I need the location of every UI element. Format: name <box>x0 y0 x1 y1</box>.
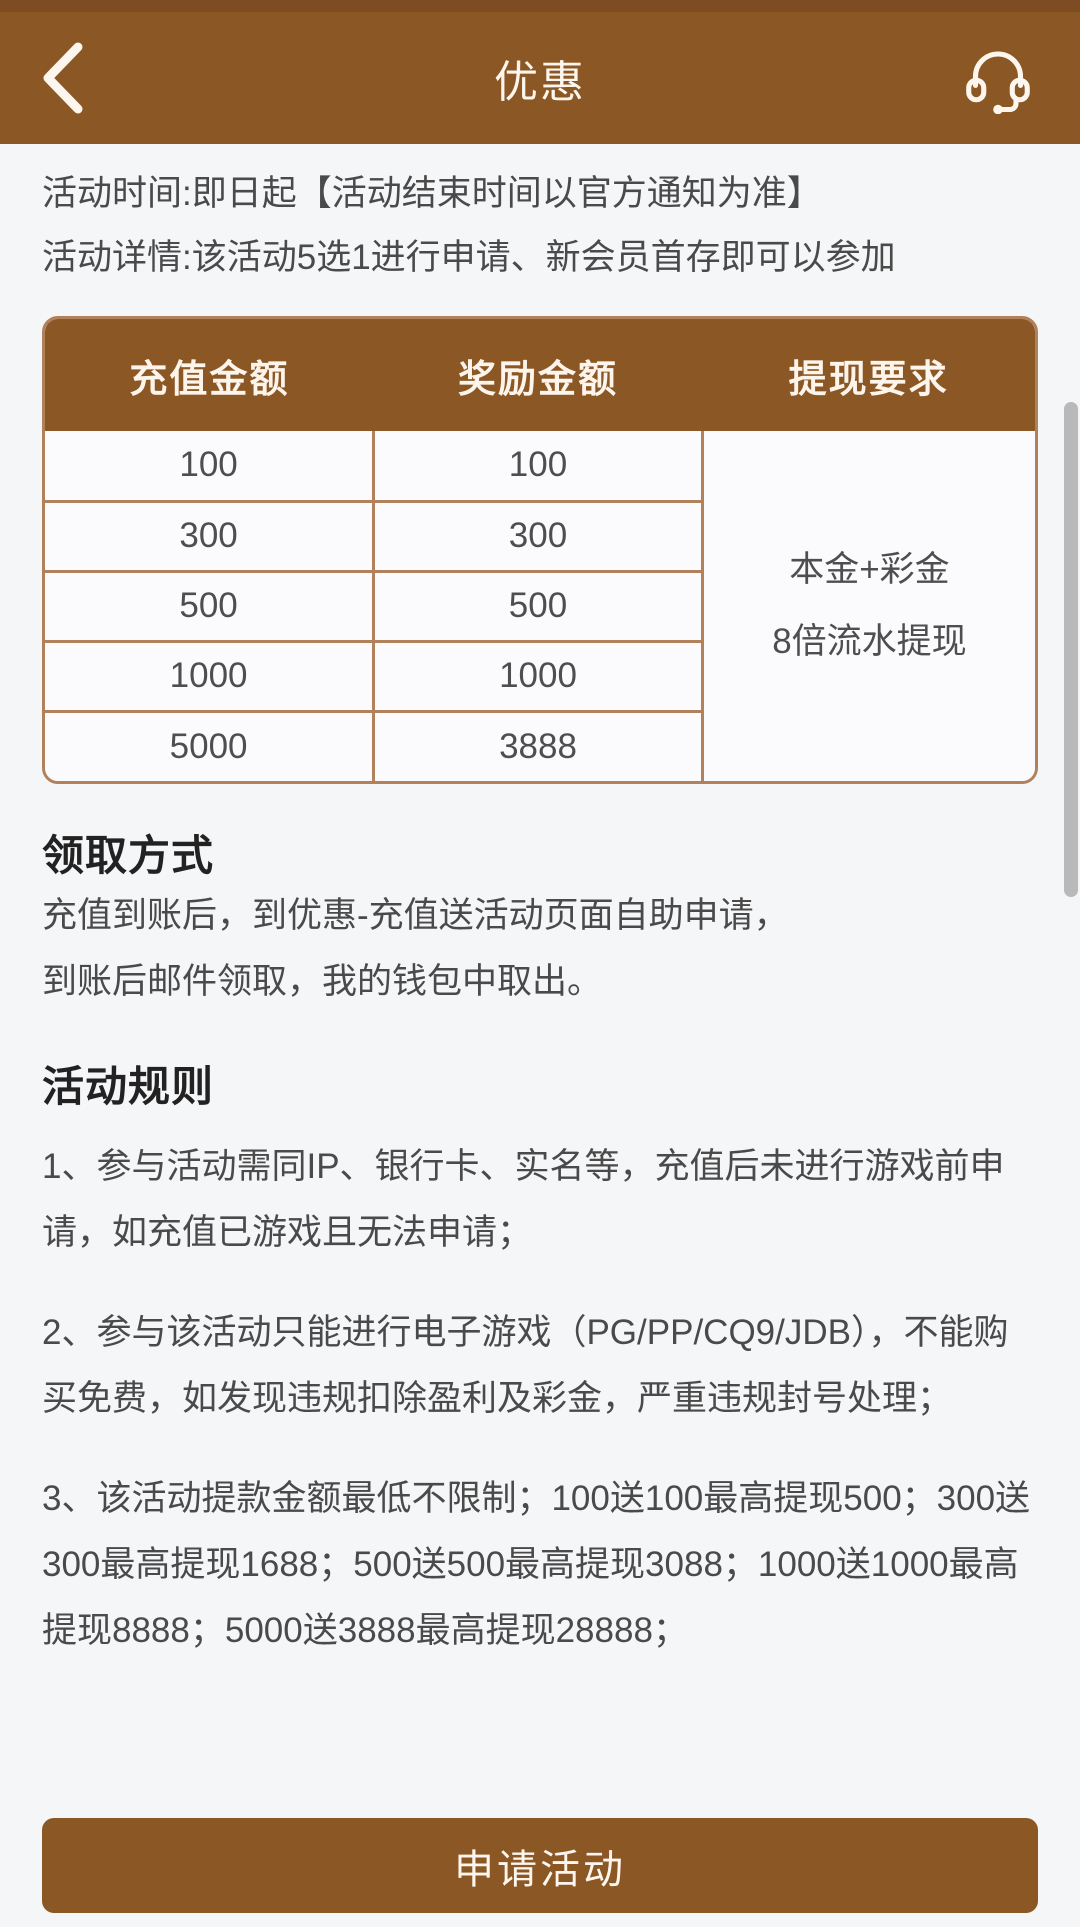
app-header: 优惠 <box>0 12 1080 144</box>
claim-method-title: 领取方式 <box>42 832 215 879</box>
chevron-left-icon <box>34 39 90 117</box>
column-header-bonus: 奖励金额 <box>373 319 703 431</box>
table-row: 100 100 本金+彩金 8倍流水提现 <box>45 431 1035 781</box>
status-bar <box>0 0 1080 12</box>
scroll-content[interactable]: 活动时间:即日起【活动结束时间以官方通知为准】 活动详情:该活动5选1进行申请、… <box>0 144 1080 1818</box>
requirement-line-1: 本金+彩金 <box>789 550 950 589</box>
cell-bonus: 1000 <box>373 641 704 713</box>
rules-title: 活动规则 <box>42 1063 215 1110</box>
bonus-table-head: 充值金额 奖励金额 提现要求 <box>45 319 1035 431</box>
cell-bonus: 100 <box>373 431 704 503</box>
headset-icon <box>962 42 1034 114</box>
cell-deposit: 100 <box>45 431 376 503</box>
table-row: 300 300 <box>45 501 1035 573</box>
apply-activity-button[interactable]: 申请活动 <box>42 1818 1038 1913</box>
cell-deposit: 1000 <box>45 641 376 713</box>
table-row: 500 500 <box>45 571 1035 643</box>
claim-method-line-1: 充值到账后，到优惠-充值送活动页面自助申请， <box>42 896 789 935</box>
bonus-table-container: 充值金额 奖励金额 提现要求 100 100 本金+彩金 8倍流水提现 <box>42 316 1038 784</box>
cell-deposit: 500 <box>45 571 376 643</box>
cell-deposit: 5000 <box>45 711 376 781</box>
back-button[interactable] <box>34 32 126 124</box>
bonus-table: 充值金额 奖励金额 提现要求 100 100 本金+彩金 8倍流水提现 <box>45 319 1035 781</box>
column-header-deposit: 充值金额 <box>45 319 374 431</box>
rule-item-1: 1、参与活动需同IP、银行卡、实名等，充值后未进行游戏前申请，如充值已游戏且无法… <box>42 1147 1005 1252</box>
cell-withdraw-requirement: 本金+彩金 8倍流水提现 <box>702 431 1035 781</box>
rule-item-3: 3、该活动提款金额最低不限制；100送100最高提现500；300送300最高提… <box>42 1479 1031 1650</box>
rule-item-2: 2、参与该活动只能进行电子游戏（PG/PP/CQ9/JDB），不能购买免费，如发… <box>42 1313 1009 1418</box>
customer-support-button[interactable] <box>950 30 1046 126</box>
table-row: 1000 1000 <box>45 641 1035 713</box>
cell-deposit: 300 <box>45 501 376 573</box>
cell-bonus: 500 <box>373 571 704 643</box>
claim-method-line-2: 到账后邮件领取，我的钱包中取出。 <box>42 962 603 1001</box>
table-row: 5000 3888 <box>45 711 1035 781</box>
requirement-line-2: 8倍流水提现 <box>772 622 967 661</box>
cell-bonus: 300 <box>373 501 704 573</box>
page-title: 优惠 <box>494 58 586 107</box>
cell-bonus: 3888 <box>373 711 704 781</box>
activity-detail-line: 活动详情:该活动5选1进行申请、新会员首存即可以参加 <box>42 238 896 277</box>
column-header-requirement: 提现要求 <box>702 319 1035 431</box>
table-header-row: 充值金额 奖励金额 提现要求 <box>45 319 1035 431</box>
cta-footer: 申请活动 <box>0 1818 1080 1927</box>
scrollbar-thumb[interactable] <box>1064 402 1078 897</box>
scrollbar-track <box>1064 144 1080 1818</box>
bonus-table-body: 100 100 本金+彩金 8倍流水提现 300 300 500 500 <box>45 431 1035 781</box>
activity-time-line: 活动时间:即日起【活动结束时间以官方通知为准】 <box>42 174 822 213</box>
